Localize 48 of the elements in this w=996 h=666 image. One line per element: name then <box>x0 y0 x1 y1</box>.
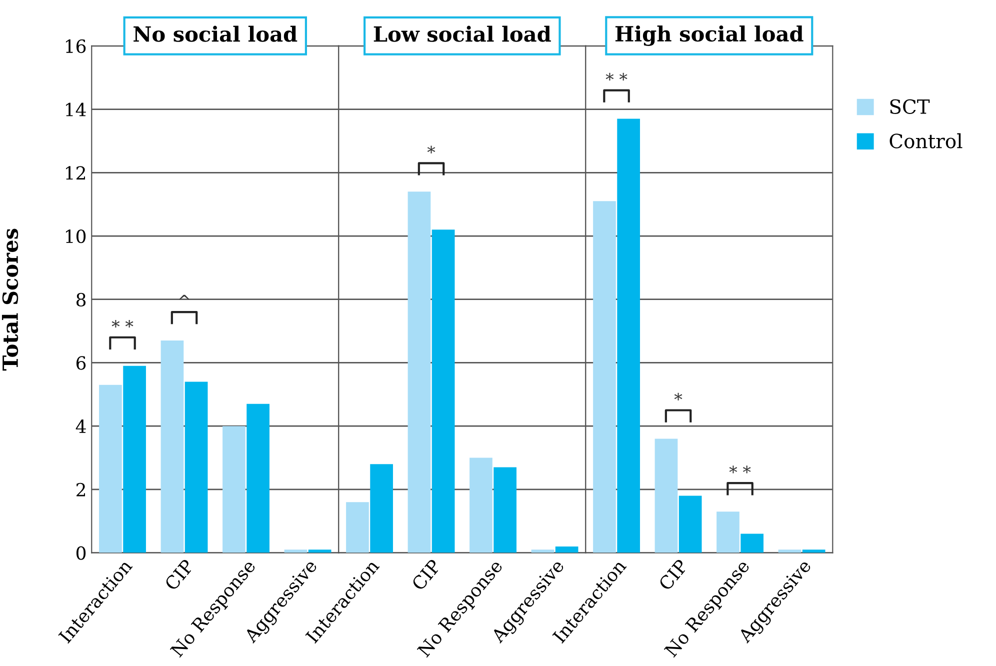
y-tick-label: 2 <box>76 482 85 496</box>
y-tick-label: 10 <box>66 229 86 244</box>
bar <box>802 550 826 553</box>
bar <box>123 366 146 553</box>
bar <box>432 230 455 553</box>
bar <box>184 382 208 553</box>
y-tick-label: 4 <box>76 420 86 433</box>
annotation: * * <box>112 320 134 328</box>
annotation: * <box>674 392 682 400</box>
y-tick-label: 8 <box>76 292 86 306</box>
chart-title: No social load <box>134 26 298 42</box>
bar <box>370 464 393 553</box>
y-tick-label: 16 <box>66 39 86 54</box>
bar <box>654 438 678 553</box>
y-tick-label: 6 <box>76 356 86 370</box>
bar <box>408 192 431 553</box>
y-tick-label: 0 <box>76 546 86 560</box>
x-tick-label: CIP <box>164 558 195 592</box>
x-tick-label: CIP <box>410 558 442 592</box>
bar <box>617 118 640 553</box>
y-tick-label: 14 <box>66 102 86 116</box>
bar <box>531 550 554 553</box>
bar <box>494 467 516 553</box>
annotation: ^ <box>179 294 190 300</box>
bar <box>346 502 369 553</box>
bar <box>740 534 764 553</box>
bar <box>284 550 308 553</box>
bar <box>555 546 578 553</box>
bar <box>778 550 802 553</box>
x-tick-label: CIP <box>658 558 689 592</box>
bar <box>593 201 616 553</box>
annotation: * * <box>606 72 628 80</box>
bar <box>470 458 492 553</box>
bar <box>160 340 184 553</box>
chart-title: Low social load <box>374 26 551 42</box>
bar <box>678 496 702 553</box>
bar <box>308 550 332 553</box>
y-axis-title: Total Scores <box>2 228 18 371</box>
annotation: * <box>427 146 436 154</box>
legend-label: SCT <box>890 99 930 114</box>
annotation: * * <box>729 466 751 474</box>
bar <box>246 404 270 553</box>
chart-title: High social load <box>615 25 804 46</box>
y-tick-label: 12 <box>66 166 85 180</box>
bar <box>99 384 122 553</box>
bar <box>716 512 740 553</box>
legend-label: Control <box>890 133 962 148</box>
bar <box>222 426 246 553</box>
